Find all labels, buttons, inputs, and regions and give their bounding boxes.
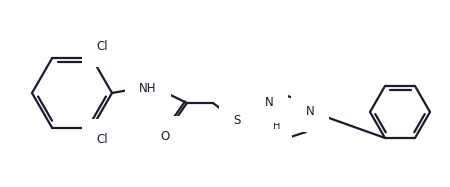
Text: N: N — [306, 105, 315, 118]
Text: NH: NH — [139, 82, 157, 94]
Text: H: H — [273, 121, 281, 131]
Text: O: O — [160, 131, 170, 143]
Text: Cl: Cl — [96, 40, 108, 53]
Text: N: N — [265, 96, 273, 109]
Text: N: N — [265, 125, 273, 138]
Text: Cl: Cl — [96, 133, 108, 146]
Text: S: S — [233, 114, 241, 126]
